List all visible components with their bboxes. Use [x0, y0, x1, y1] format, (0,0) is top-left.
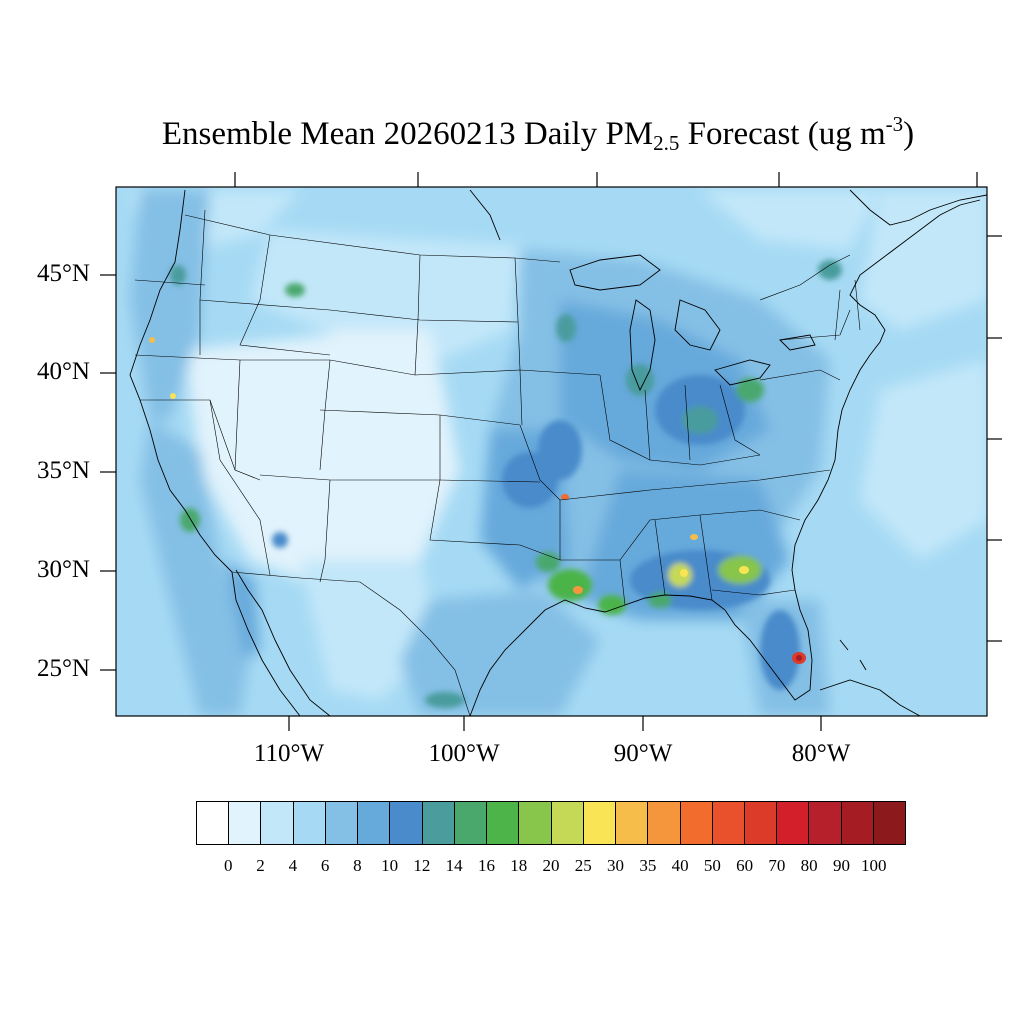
colorbar-swatch [197, 802, 230, 844]
hotspot-south-florida-core [796, 655, 802, 661]
lat-label-40: 40°N [36, 358, 90, 385]
hotspot-oregon [149, 337, 155, 343]
colorbar-tick-label: 80 [800, 856, 818, 875]
colorbar-tick-label: 8 [353, 856, 362, 875]
lat-label-25: 25°N [36, 655, 90, 682]
colorbar-tick-label: 35 [639, 856, 657, 875]
colorbar-tick-label: 100 [860, 856, 887, 875]
colorbar-swatch [712, 802, 745, 844]
title-suffix: ) [903, 116, 915, 152]
colorbar-swatch [358, 802, 391, 844]
colorbar-tick-label: 12 [413, 856, 431, 875]
lat-label-45: 45°N [36, 260, 90, 287]
hotspot-alabama-south [680, 569, 688, 577]
colorbar-swatch [616, 802, 649, 844]
colorbar-swatch [744, 802, 778, 844]
lon-label-100w: 100°W [428, 740, 500, 767]
colorbar-swatch [293, 802, 326, 844]
colorbar-swatch [325, 802, 359, 844]
lon-label-90w: 90°W [613, 740, 673, 767]
hotspot-georgia [739, 566, 749, 574]
colorbar-swatch [519, 802, 552, 844]
lon-label-110w: 110°W [253, 740, 325, 767]
colorbar-tick-label: 60 [736, 856, 754, 875]
colorbar-swatch [390, 802, 423, 844]
colorbar-tick-label: 14 [445, 856, 463, 875]
colorbar-tick-label: 50 [703, 856, 721, 875]
title-subscript: 2.5 [653, 131, 680, 155]
concentration-field [116, 187, 987, 716]
colorbar-tick-label: 25 [574, 856, 592, 875]
colorbar-swatch [648, 802, 681, 844]
colorbar-tick-label: 6 [320, 856, 330, 875]
colorbar-tick-label: 10 [381, 856, 399, 875]
lat-label-30: 30°N [36, 556, 90, 583]
colorbar-swatch [261, 802, 294, 844]
colorbar-swatch [551, 802, 584, 844]
colorbar-tick-label: 40 [671, 856, 689, 875]
axis-ticks [100, 172, 1002, 731]
colorbar-swatch [583, 802, 617, 844]
colorbar-tick-label: 18 [510, 856, 528, 875]
lon-label-80w: 80°W [791, 740, 851, 767]
colorbar-swatch [809, 802, 842, 844]
colorbar-tick-label: 90 [832, 856, 850, 875]
lat-label-35: 35°N [36, 457, 90, 484]
colorbar-swatch [841, 802, 874, 844]
colorbar [196, 801, 906, 845]
colorbar-tick-label: 30 [607, 856, 625, 875]
colorbar-swatch [680, 802, 713, 844]
colorbar-swatch [229, 802, 262, 844]
map-frame [115, 186, 988, 717]
colorbar-swatch [873, 802, 906, 844]
colorbar-tick-label: 0 [224, 856, 233, 875]
state-borders [134, 209, 861, 716]
colorbar-swatch [454, 802, 488, 844]
hotspot-alabama [690, 534, 698, 540]
colorbar-tick-label: 20 [542, 856, 560, 875]
colorbar-tick-label: 4 [288, 856, 298, 875]
hotspot-california-north [170, 393, 176, 399]
hotspot-louisiana [573, 586, 583, 594]
hotspot-arkansas [561, 494, 569, 500]
title-prefix: Ensemble Mean 20260213 Daily PM [161, 116, 654, 152]
colorbar-swatch [777, 802, 810, 844]
colorbar-tick-label: 16 [477, 856, 495, 875]
figure-title: Ensemble Mean 20260213 Daily PM2.5 Forec… [26, 112, 1024, 156]
colorbar-tick-label: 70 [768, 856, 786, 875]
colorbar-swatch [422, 802, 455, 844]
title-superscript: -3 [885, 112, 904, 136]
colorbar-tick-label: 2 [256, 856, 265, 875]
colorbar-swatch [487, 802, 520, 844]
title-middle: Forecast (ug m [679, 116, 886, 152]
